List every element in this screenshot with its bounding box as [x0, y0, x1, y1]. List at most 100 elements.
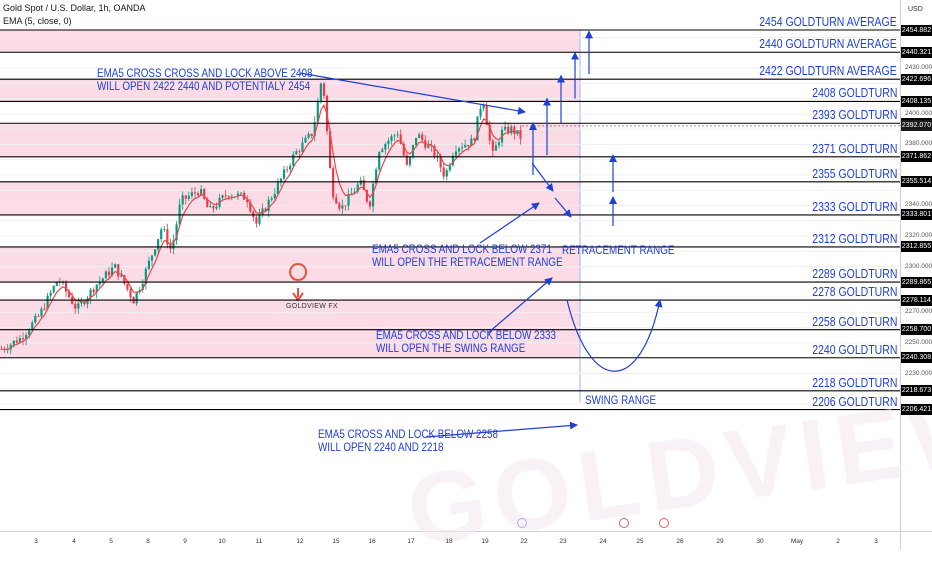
candle-body — [479, 108, 482, 117]
x-tick-label: 2 — [836, 538, 840, 545]
candle-body — [365, 190, 369, 202]
decline-arrow-2 — [554, 197, 572, 218]
candle-layer — [0, 81, 522, 355]
x-tick-label: 12 — [296, 538, 304, 545]
price-axis-label[interactable]: 2440.321 — [901, 46, 932, 58]
candle-body — [89, 289, 92, 299]
candle-body — [172, 240, 175, 249]
candle-body — [221, 195, 224, 198]
indicator-label[interactable]: EMA (5, close, 0) — [3, 16, 72, 26]
price-axis-label[interactable]: 2371.862 — [901, 151, 932, 163]
candle-body — [341, 205, 344, 209]
annotation-above-2408: EMA5 CROSS CROSS AND LOCK ABOVE 2408 WIL… — [97, 67, 312, 93]
price-axis-label[interactable]: 2278.114 — [901, 294, 932, 306]
candle-body — [184, 195, 187, 199]
price-chart[interactable] — [0, 0, 932, 550]
price-axis-label[interactable]: 2408.135 — [901, 95, 932, 107]
candle-body — [338, 203, 341, 209]
candle-body — [414, 137, 418, 146]
level-label: 2240 GOLDTURN — [811, 342, 897, 357]
candle-body — [18, 338, 22, 343]
candle-body — [461, 147, 464, 149]
candle-body — [467, 144, 470, 147]
x-tick-label: 25 — [636, 538, 644, 545]
candle-body — [74, 303, 77, 309]
candle-body — [276, 182, 279, 194]
level-label: 2393 GOLDTURN — [811, 108, 897, 123]
candle-body — [34, 315, 37, 323]
y-tick-label: 2400.000 — [905, 109, 932, 117]
candle-body — [313, 122, 316, 137]
candle-body — [150, 255, 154, 261]
candle-body — [399, 134, 402, 144]
pointer-arrow-2371 — [479, 202, 540, 244]
candle-body — [298, 151, 301, 153]
candle-body — [396, 134, 399, 136]
candle-body — [279, 178, 283, 183]
candle-body — [485, 104, 488, 125]
candle-body — [111, 267, 114, 276]
candle-body — [344, 205, 347, 207]
candle-body — [286, 169, 289, 171]
zone-band — [0, 30, 580, 53]
decline-arrow-1 — [531, 162, 554, 192]
annotation-below-2333: EMA5 CROSS AND LOCK BELOW 2333 WILL OPEN… — [376, 329, 556, 355]
zone-band — [0, 181, 580, 215]
candle-body — [209, 206, 212, 208]
candle-body — [510, 126, 513, 134]
price-axis-label[interactable]: 2258.700 — [901, 324, 932, 336]
current-price-label[interactable]: 2392.070 — [901, 120, 932, 132]
price-axis-label[interactable]: 2312.855 — [901, 241, 932, 253]
y-tick-label: 2430.000 — [905, 64, 932, 71]
candle-body — [372, 183, 375, 207]
annotation-line: EMA5 CROSS AND LOCK BELOW 2258 — [318, 427, 498, 441]
level-label: 2278 GOLDTURN — [811, 285, 897, 299]
price-axis-label[interactable]: 2422.696 — [901, 73, 932, 85]
candle-body — [147, 260, 150, 269]
price-axis-label[interactable]: 2240.308 — [901, 352, 932, 364]
candle-body — [270, 198, 273, 200]
symbol-title[interactable]: Gold Spot / U.S. Dollar, 1h, OANDA — [3, 3, 146, 13]
candle-body — [239, 192, 243, 194]
candle-body — [304, 137, 307, 143]
annotation-line: WILL OPEN 2422 2440 AND POTENTIALY 2454 — [97, 79, 311, 93]
price-axis-label[interactable]: 2289.865 — [901, 276, 932, 288]
candle-body — [322, 83, 326, 96]
candle-body — [181, 195, 184, 205]
price-axis-label[interactable]: 2454.882 — [901, 24, 932, 36]
price-axis-label[interactable]: 2333.801 — [901, 209, 932, 221]
candle-body — [353, 191, 356, 194]
candle-body — [319, 83, 322, 101]
candle-body — [368, 201, 372, 207]
candle-body — [236, 193, 240, 197]
candle-body — [267, 199, 270, 212]
candle-body — [160, 229, 163, 240]
event-icon — [659, 518, 669, 528]
candle-body — [332, 168, 335, 198]
annotation-line: WILL OPEN THE RETRACEMENT RANGE — [372, 255, 563, 269]
price-axis-label[interactable]: 2218.673 — [901, 385, 932, 397]
x-tick-label: 26 — [676, 538, 684, 545]
currency-label[interactable]: USD — [908, 6, 923, 13]
candle-body — [166, 229, 169, 245]
candle-body — [273, 193, 276, 199]
candle-body — [442, 167, 445, 177]
y-tick-label: 2340.000 — [905, 201, 932, 209]
candle-body — [200, 189, 203, 196]
candle-body — [519, 130, 522, 139]
projection-layer — [299, 30, 663, 438]
candle-body — [264, 208, 267, 212]
level-label: 2206 GOLDTURN — [811, 394, 897, 409]
annotation-below-2258: EMA5 CROSS AND LOCK BELOW 2258 WILL OPEN… — [318, 428, 498, 454]
y-tick-label: 2380.000 — [905, 140, 932, 148]
candle-body — [52, 285, 55, 293]
candle-body — [40, 308, 43, 317]
candle-body — [282, 169, 286, 179]
price-axis-label[interactable]: 2206.421 — [901, 404, 932, 416]
candle-body — [433, 146, 436, 157]
candle-body — [362, 180, 365, 191]
price-axis-label[interactable]: 2355.514 — [901, 176, 932, 188]
candle-body — [513, 126, 516, 135]
candle-body — [157, 239, 160, 250]
